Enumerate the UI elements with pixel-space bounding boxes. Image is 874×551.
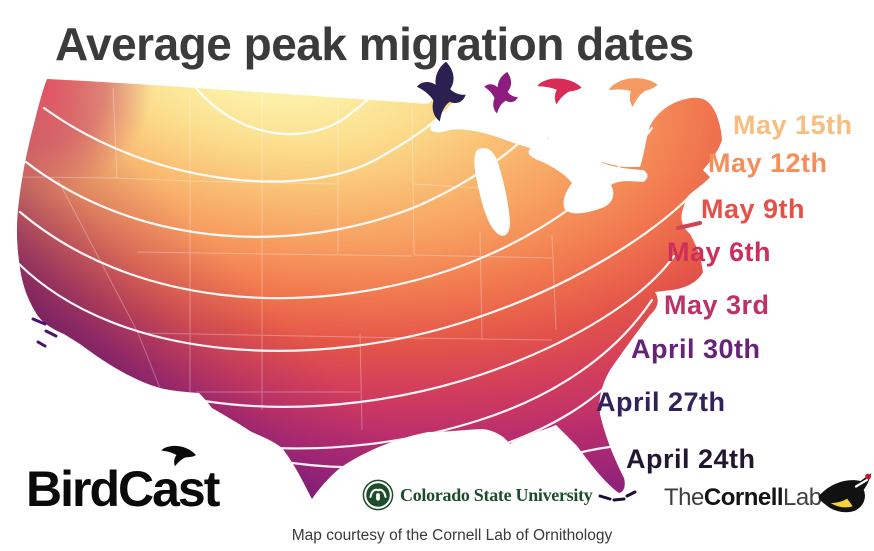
birdcast-bird-icon <box>161 445 196 467</box>
map-land <box>16 79 723 499</box>
cornell-logo-lab: Lab <box>783 484 822 511</box>
contour-line <box>24 116 547 238</box>
bird-silhouette-purple-icon <box>484 72 518 114</box>
lakes-huron-erie-ontario <box>528 138 648 214</box>
cornell-sapsucker-icon <box>818 473 871 513</box>
date-label-april-30: April 30th <box>631 334 761 364</box>
lake-superior <box>430 104 557 153</box>
date-label-april-24: April 24th <box>626 444 756 474</box>
contour-line <box>16 194 692 352</box>
cornell-lab-logo: TheCornellLab <box>664 473 874 514</box>
great-lakes <box>430 104 648 236</box>
flying-birds <box>416 61 658 122</box>
page-title: Average peak migration dates <box>55 18 694 70</box>
date-label-april-27: April 27th <box>596 387 726 417</box>
state-borders <box>21 87 557 431</box>
csu-logo: Colorado State University <box>362 479 593 511</box>
long-island <box>676 221 702 230</box>
lake-michigan <box>474 148 510 236</box>
florida-keys <box>598 490 637 502</box>
date-label-may-3: May 3rd <box>664 290 770 320</box>
cornell-logo-name: Cornell <box>703 484 784 511</box>
birdcast-logo: BirdCast <box>26 461 220 517</box>
date-label-may-12: May 12th <box>708 148 828 178</box>
bird-silhouette-navy-icon <box>416 61 466 122</box>
bird-silhouette-crimson-icon <box>537 78 582 105</box>
date-label-may-6: May 6th <box>667 237 772 267</box>
csu-ram-seal-icon <box>362 479 394 511</box>
contour-line <box>194 86 380 136</box>
channel-islands <box>31 317 58 348</box>
map-caption: Map courtesy of the Cornell Lab of Ornit… <box>291 527 613 544</box>
date-label-may-15: May 15th <box>733 110 853 140</box>
bird-silhouette-orange-icon <box>609 78 658 107</box>
cornell-logo-the: The <box>664 484 704 511</box>
csu-logo-text: Colorado State University <box>400 484 593 505</box>
date-label-may-9: May 9th <box>701 194 806 224</box>
